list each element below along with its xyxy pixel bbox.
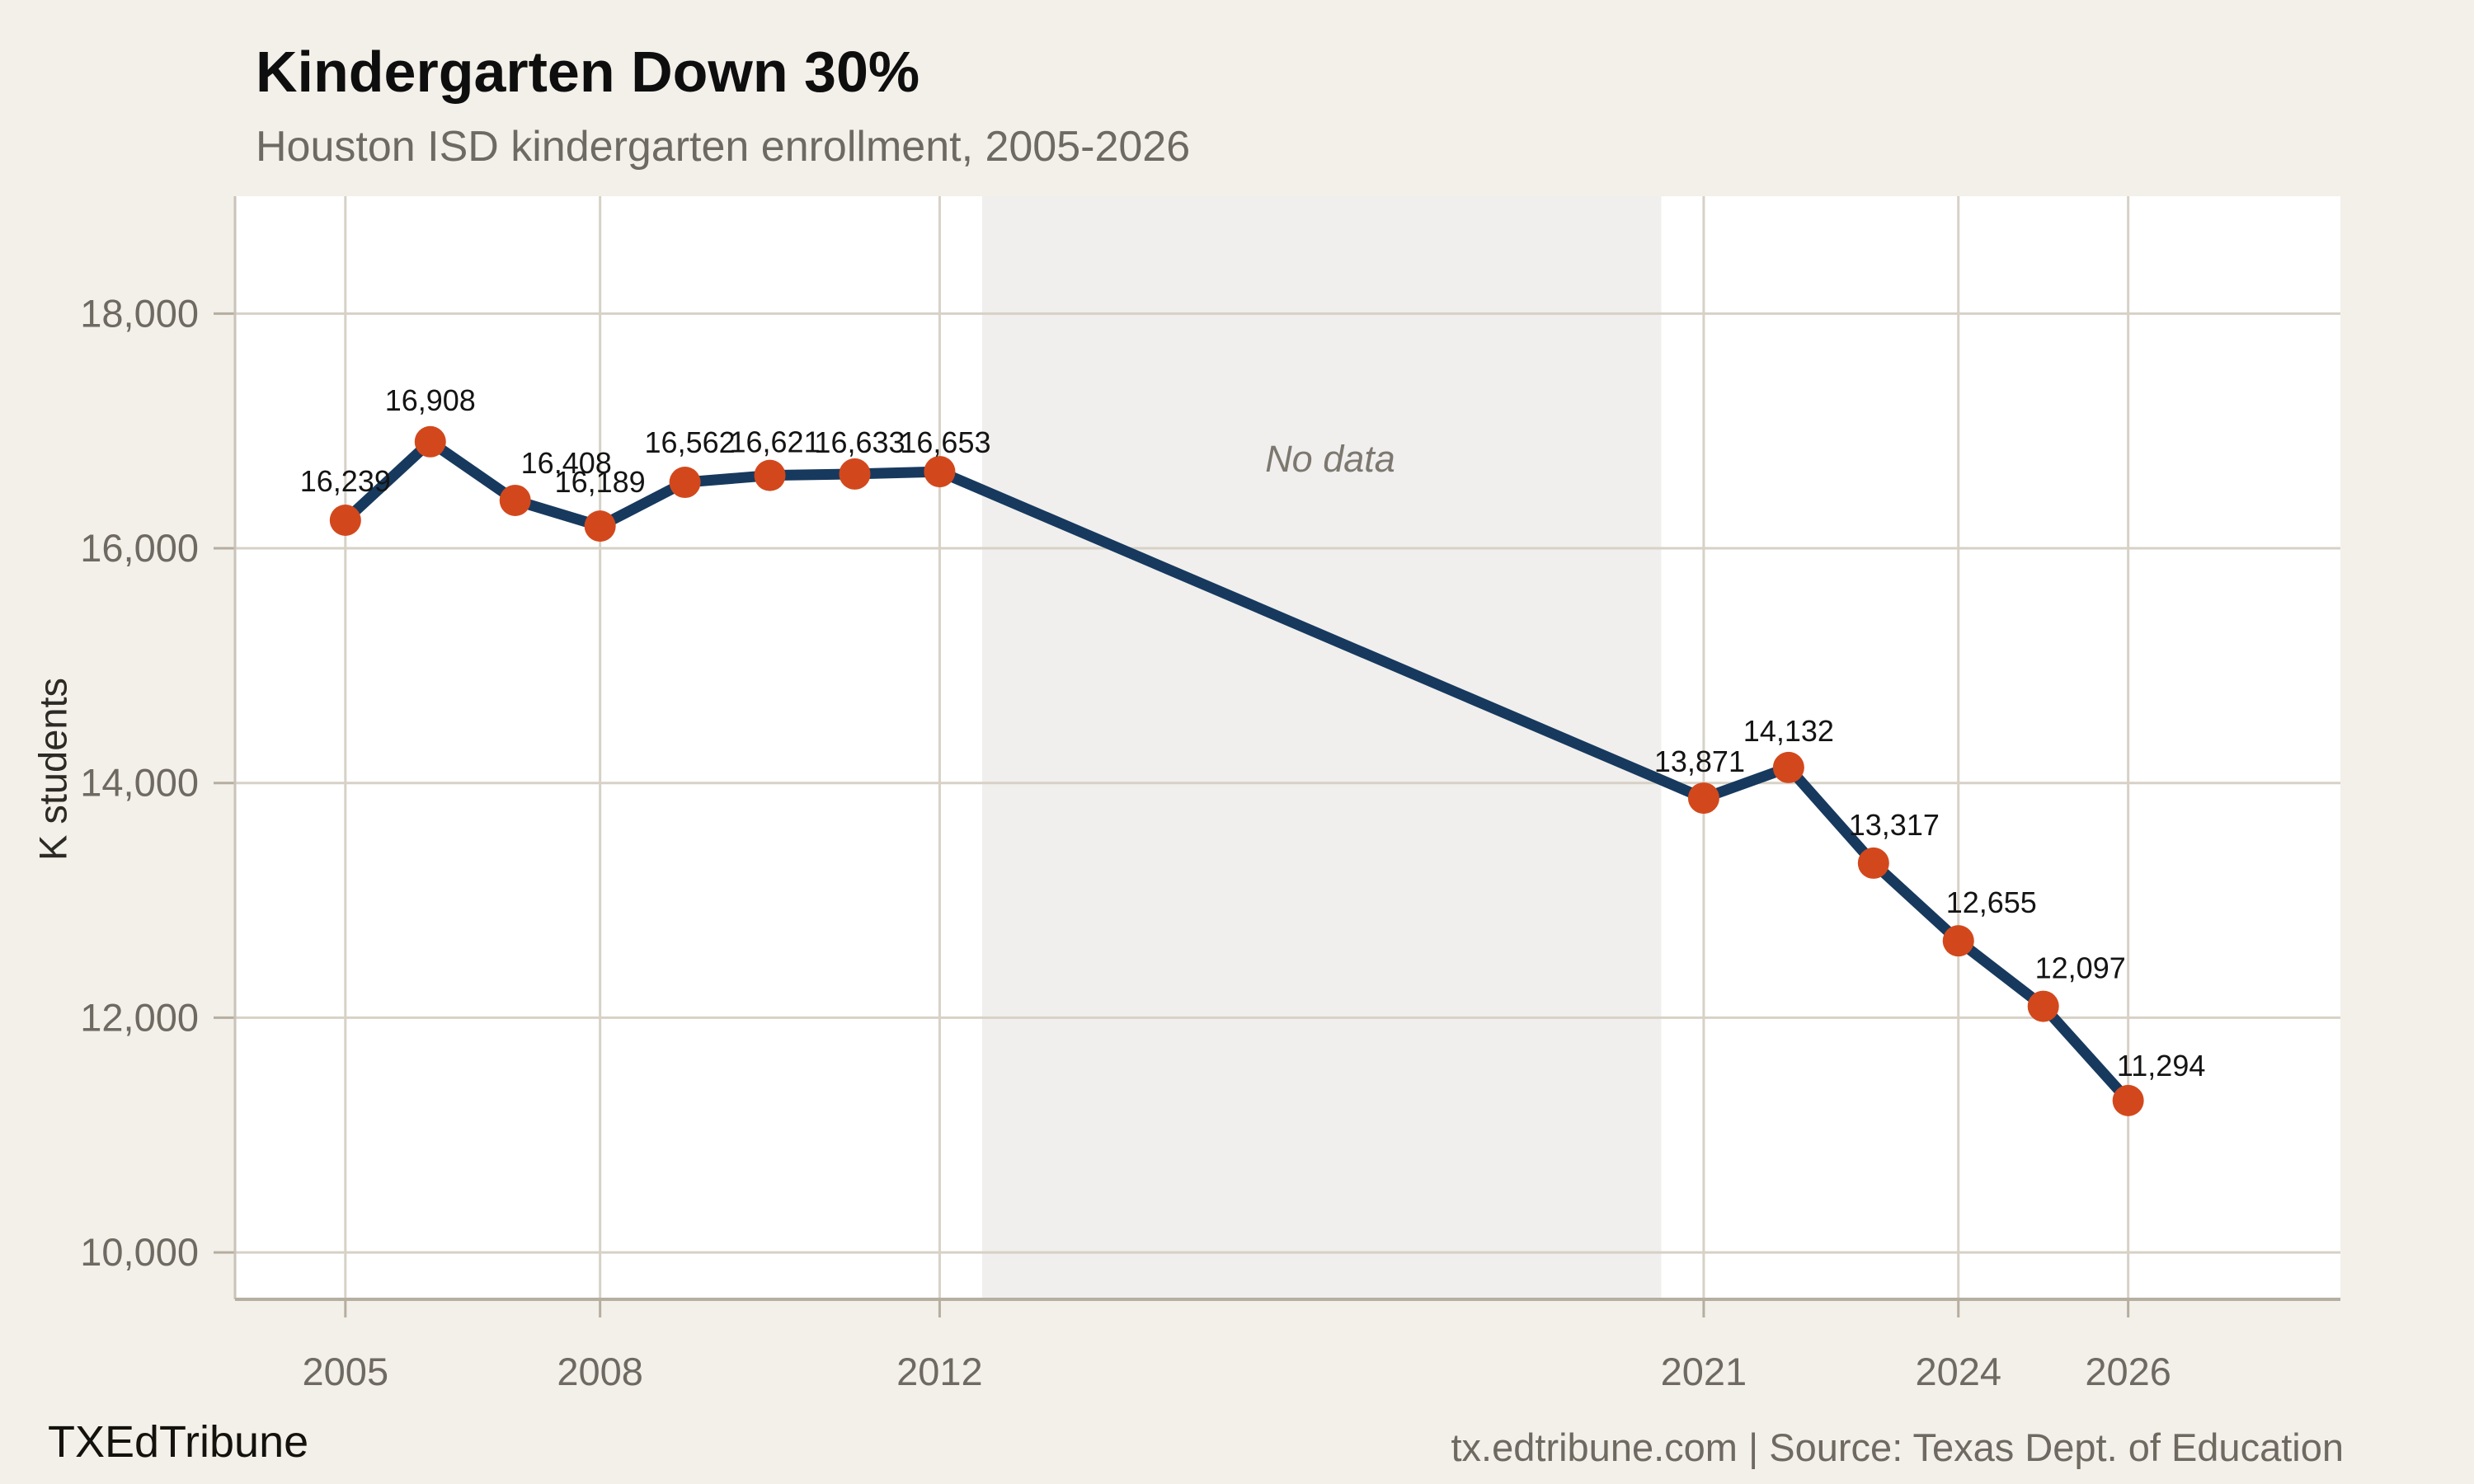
chart-title: Kindergarten Down 30% — [256, 40, 920, 104]
y-tick-label: 18,000 — [80, 291, 199, 335]
x-tick-label: 2021 — [1661, 1350, 1747, 1393]
x-tick-label: 2024 — [1915, 1350, 2001, 1393]
data-point — [754, 459, 786, 491]
data-point-label: 14,132 — [1743, 714, 1834, 748]
data-point — [2112, 1084, 2144, 1116]
data-point-label: 16,908 — [385, 383, 476, 417]
footer-brand: TXEdTribune — [48, 1417, 309, 1467]
data-point-label: 13,871 — [1654, 744, 1745, 778]
y-tick-label: 10,000 — [80, 1230, 199, 1274]
data-point-label: 16,408 — [521, 446, 612, 480]
data-point-label: 16,633 — [814, 425, 905, 459]
data-point — [414, 425, 446, 458]
data-point — [1942, 925, 1974, 957]
data-point — [839, 458, 871, 490]
data-point — [924, 456, 956, 488]
x-tick-label: 2008 — [557, 1350, 643, 1393]
data-point-label: 16,653 — [900, 425, 990, 459]
data-point — [1857, 847, 1889, 879]
x-tick-label: 2005 — [303, 1350, 389, 1393]
data-point-label: 13,317 — [1849, 808, 1940, 842]
y-tick-label: 14,000 — [80, 761, 199, 805]
data-point-label: 12,097 — [2035, 951, 2126, 985]
data-point — [2027, 990, 2059, 1022]
no-data-label: No data — [1265, 438, 1395, 480]
data-point-label: 16,239 — [300, 464, 391, 498]
x-tick-label: 2026 — [2085, 1350, 2171, 1393]
y-tick-label: 12,000 — [80, 995, 199, 1039]
data-point — [584, 510, 616, 542]
data-point — [499, 484, 531, 516]
data-point-label: 16,562 — [645, 425, 736, 459]
y-tick-label: 16,000 — [80, 526, 199, 570]
chart-subtitle: Houston ISD kindergarten enrollment, 200… — [256, 123, 1191, 171]
data-point-label: 11,294 — [2117, 1049, 2205, 1082]
data-point — [669, 467, 701, 499]
y-axis-title: K students — [31, 677, 75, 862]
x-tick-label: 2012 — [896, 1350, 983, 1393]
data-point-label: 16,189 — [555, 465, 646, 499]
footer-attribution: tx.edtribune.com | Source: Texas Dept. o… — [1451, 1425, 2345, 1469]
data-point-label: 16,621 — [729, 425, 820, 459]
data-point — [1772, 751, 1804, 783]
data-point-label: 12,655 — [1946, 885, 2037, 919]
data-point — [329, 505, 361, 537]
data-point — [1687, 782, 1719, 815]
no-data-region — [981, 196, 1662, 1299]
